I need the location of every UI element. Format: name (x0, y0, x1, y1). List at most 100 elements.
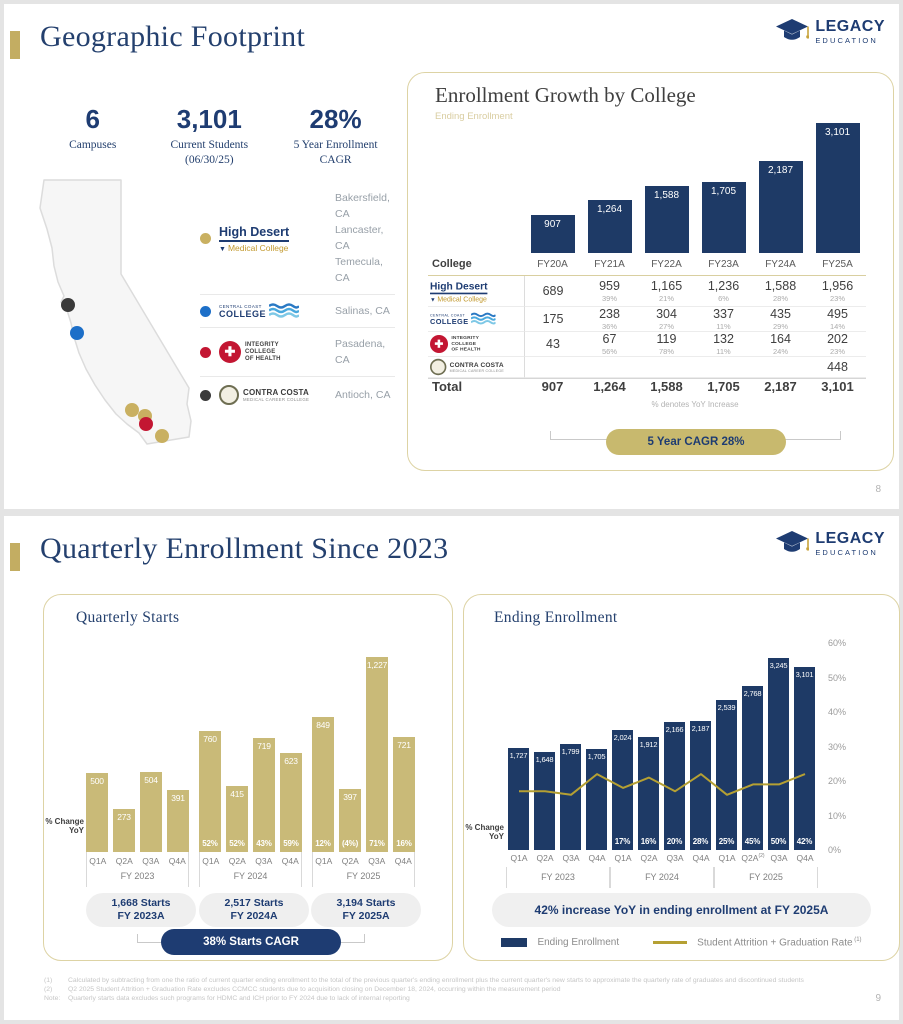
group-label: FY 2023 (120, 871, 155, 881)
wave-icon (471, 312, 496, 325)
cagr-bracket-tick-left (550, 431, 551, 440)
college-locations: Salinas, CA (335, 303, 395, 319)
bar-cell-FY20A: 907 (524, 113, 581, 253)
table-row-logo-ich: ✚ INTEGRITY COLLEGE OF HEALTH (428, 332, 524, 357)
table-header-FY21A: FY21A (581, 253, 638, 276)
table-cell: 304 27% (638, 307, 695, 332)
seal-icon (430, 358, 447, 376)
table-cell: 435 29% (752, 307, 809, 332)
college-row-ich: ✚ INTEGRITY COLLEGE OF HEALTH Pasadena, CA (200, 328, 395, 377)
cell-value: 43 (546, 336, 560, 351)
bar-Q4A-11: 3,101 42% (794, 667, 815, 850)
cell-yoy: 78% (658, 347, 674, 356)
college-dot (200, 346, 211, 358)
cell-value: 119 (656, 332, 677, 346)
table-cell (752, 357, 809, 378)
bar-pct: 45% (744, 837, 761, 846)
total-label: Total (428, 378, 524, 394)
bar-value: 504 (144, 775, 158, 785)
footnote-0: (1) Calculated by subtracting from one th… (44, 976, 884, 985)
legend-line-swatch (653, 941, 688, 945)
college-locations: Pasadena, CA (335, 336, 395, 368)
college-row-ccmcc: CONTRA COSTA MEDICAL CAREER COLLEGE Antioc… (200, 377, 395, 413)
x-tick: Q2A (115, 856, 133, 866)
bar-pct: 42% (796, 837, 813, 846)
bar-cell-FY24A: 2,187 (752, 113, 809, 253)
total-value: 2,187 (752, 378, 809, 394)
integrity-college-logo: ✚ INTEGRITY COLLEGE OF HEALTH (430, 334, 481, 354)
page-number: 9 (875, 993, 881, 1004)
bar-cell-FY23A: 1,705 (695, 113, 752, 253)
stat-label: 5 Year Enrollment CAGR (293, 139, 378, 166)
college-dot (200, 232, 211, 244)
footnote-marker: Note: (44, 995, 61, 1002)
x-tick: Q4A (692, 853, 710, 863)
bar-value: 2,768 (743, 689, 762, 698)
x-tick: Q3A (770, 853, 788, 863)
bar-Q2A-1: 1,648 (534, 752, 555, 850)
starts-cagr-bracket-tick-right (364, 934, 365, 943)
bar-Q3A-10: 3,245 50% (768, 658, 789, 850)
logo-subtitle: EDUCATION (815, 35, 878, 45)
x-tick: Q4A (394, 856, 412, 866)
bar-FY2024-Q4A: 623 59% (280, 753, 302, 852)
stat-2: 28% 5 Year Enrollment CAGR (282, 104, 389, 168)
y-axis-label: % Change YoY (465, 823, 504, 841)
x-tick: Q2A (536, 853, 554, 863)
bar-pct: 50% (770, 837, 787, 846)
bar-FY2023-Q1A: 500 (86, 773, 108, 852)
location: Bakersfield, CA (335, 192, 390, 220)
bar-FY2023-Q4A: 391 (167, 790, 189, 852)
table-cell: 689 (524, 276, 581, 307)
cell-value: 132 (713, 332, 734, 346)
fy-group-2: 849 12% 397 (4%) 1,227 71% 721 16% Q1A Q2A Q3A Q4A F… (312, 657, 415, 887)
table-cell (581, 357, 638, 378)
california-map (39, 179, 192, 445)
bar-cell-FY25A: 3,101 (809, 113, 866, 253)
stat-1: 3,101 Current Students (06/30/25) (136, 104, 282, 168)
seal-icon (219, 385, 239, 405)
cell-yoy: 36% (601, 322, 617, 331)
cell-value: 304 (656, 307, 677, 321)
x-tick: Q2A(2) (741, 853, 765, 863)
table-cell: 1,236 6% (695, 276, 752, 307)
cell-yoy: 23% (829, 347, 845, 356)
legend-label: Ending Enrollment (537, 937, 620, 949)
x-tick: Q3A (666, 853, 684, 863)
legacy-education-logo: LEGACY EDUCATION (775, 18, 885, 45)
contra-costa-logo: CONTRA COSTA MEDICAL CAREER COLLEGE (219, 385, 327, 405)
bar-value: 623 (284, 756, 298, 766)
bar-Q1A-4: 2,024 17% (612, 730, 633, 850)
summary-pill-1: 2,517 Starts FY 2024A (199, 893, 309, 927)
wave-icon (269, 303, 300, 318)
college-locations: Antioch, CA (335, 387, 395, 403)
total-value: 1,588 (638, 378, 695, 394)
x-tick: Q1A (315, 856, 333, 866)
quarterly-starts-card: Quarterly Starts % Change YoY 500 273 504 3… (43, 594, 453, 961)
title-accent-bar (10, 543, 20, 571)
cell-yoy: 11% (716, 322, 731, 331)
bar-pct: 12% (315, 839, 331, 848)
campus-dot-ich (139, 417, 153, 431)
bar-value: 3,101 (795, 670, 814, 679)
table-cell (524, 357, 581, 378)
right-axis-tick: 10% (828, 810, 847, 821)
contra-costa-logo: CONTRA COSTA MEDICAL CAREER COLLEGE (430, 358, 504, 376)
campus-dot-hdmc (155, 429, 169, 443)
graduation-cap-icon (776, 19, 810, 40)
cell-value: 202 (827, 332, 848, 346)
yoy-annotation-pill: 42% increase YoY in ending enrollment at… (492, 893, 871, 927)
bar-pct: 59% (283, 839, 299, 848)
college-locations: Bakersfield, CA Lancaster, CA Temecula, CA (335, 190, 395, 286)
right-axis-tick: 30% (828, 741, 847, 752)
summary-pill-2: 3,194 Starts FY 2025A (311, 893, 421, 927)
total-value: 3,101 (809, 378, 866, 394)
total-value: 907 (524, 378, 581, 394)
cell-yoy: 28% (772, 294, 788, 303)
right-axis-tick: 20% (828, 776, 847, 786)
logo-text: LEGACY EDUCATION (815, 18, 885, 45)
table-cell: 43 (524, 332, 581, 357)
bar-FY2025-Q4A: 721 16% (393, 737, 415, 852)
x-tick: Q4A (588, 853, 606, 863)
table-note: % denotes YoY Increase (651, 400, 739, 409)
